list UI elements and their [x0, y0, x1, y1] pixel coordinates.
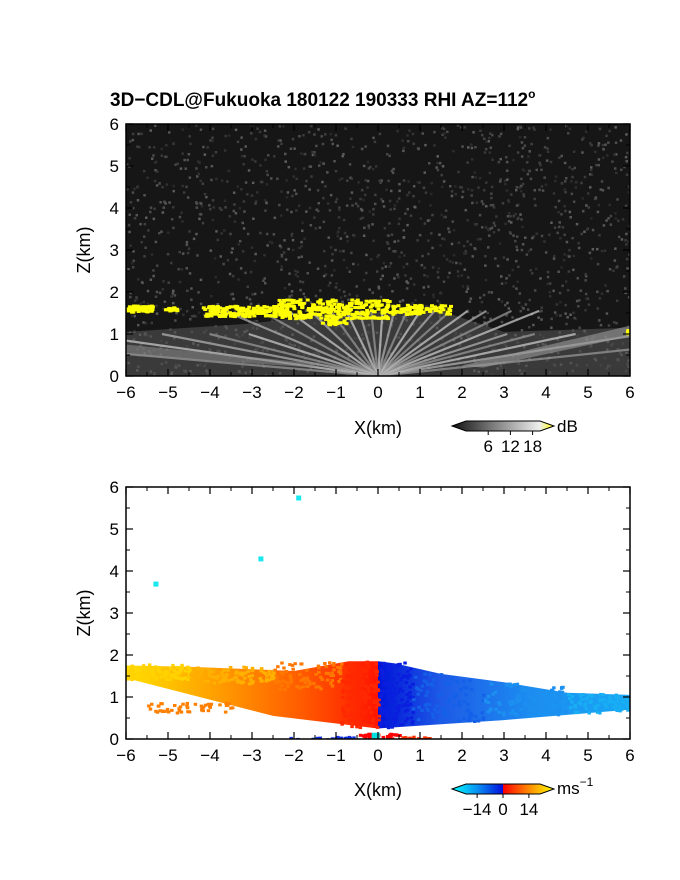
x-tick-label: −4 — [200, 746, 219, 765]
colorbar-tick-label: 0 — [498, 800, 507, 819]
x-tick-label: 6 — [625, 383, 634, 402]
x-tick-label: 1 — [415, 383, 424, 402]
x-tick-label: −3 — [242, 383, 261, 402]
y-tick-label: 5 — [110, 157, 119, 176]
x-tick-label: 0 — [373, 383, 382, 402]
intensity-beam-fan — [126, 309, 630, 376]
x-tick-label: 1 — [415, 746, 424, 765]
x-tick-label: 4 — [541, 383, 550, 402]
isolated-point — [296, 495, 302, 501]
velocity-y-axis-label: Z(km) — [74, 590, 94, 637]
velocity-x-axis-label: X(km) — [354, 780, 402, 800]
x-tick-label: 4 — [541, 746, 550, 765]
y-tick-label: 5 — [110, 520, 119, 539]
x-tick-label: −1 — [326, 746, 345, 765]
colorbar-tick-label: −14 — [463, 800, 492, 819]
isolated-point — [153, 581, 159, 587]
x-tick-label: 3 — [499, 383, 508, 402]
intensity-colorbar-bar — [450, 420, 556, 432]
colorbar-tick-label: 14 — [519, 800, 538, 819]
y-tick-label: 1 — [110, 688, 119, 707]
y-tick-label: 0 — [110, 367, 119, 386]
velocity-colorbar-bar — [450, 783, 556, 795]
x-tick-label: −2 — [284, 383, 303, 402]
intensity-axis-ticks: −6 −5 −4 −3 −2 −1 0 1 2 3 4 5 6 0 1 2 3 4 5 6 — [110, 115, 635, 402]
y-tick-label: 2 — [110, 283, 119, 302]
intensity-strong-returns — [126, 298, 630, 336]
y-tick-label: 0 — [110, 730, 119, 749]
x-tick-label: −5 — [158, 383, 177, 402]
velocity-panel: −6 −5 −4 −3 −2 −1 0 1 2 3 4 5 6 0 1 2 3 4 5 6 X(km) Z(km) −… — [74, 478, 635, 819]
colorbar-tick-label: 6 — [483, 437, 492, 456]
x-tick-label: 5 — [583, 746, 592, 765]
intensity-x-axis-label: X(km) — [354, 418, 402, 438]
x-tick-label: −6 — [116, 383, 135, 402]
y-tick-label: 4 — [110, 199, 119, 218]
chart-title: 3D−CDL@Fukuoka 180122 190333 RHI AZ=112o — [110, 87, 535, 111]
y-tick-label: 4 — [110, 562, 119, 581]
isolated-point — [258, 556, 264, 562]
intensity-y-axis-label: Z(km) — [74, 227, 94, 274]
x-tick-label: −3 — [242, 746, 261, 765]
x-tick-label: −6 — [116, 746, 135, 765]
velocity-axis-ticks: −6 −5 −4 −3 −2 −1 0 1 2 3 4 5 6 0 1 2 3 4 5 6 — [110, 478, 635, 765]
colorbar-tick-label: 18 — [523, 437, 542, 456]
y-tick-label: 2 — [110, 646, 119, 665]
velocity-colorbar-unit: ms−1 — [557, 775, 594, 798]
x-tick-label: −4 — [200, 383, 219, 402]
x-tick-label: −1 — [326, 383, 345, 402]
y-tick-label: 1 — [110, 325, 119, 344]
x-tick-label: 5 — [583, 383, 592, 402]
intensity-colorbar-unit: dB — [557, 417, 578, 436]
velocity-field — [126, 660, 630, 739]
x-tick-label: 2 — [457, 746, 466, 765]
intensity-colorbar: 6 12 18 dB — [450, 417, 578, 456]
x-tick-label: −2 — [284, 746, 303, 765]
y-tick-label: 3 — [110, 241, 119, 260]
velocity-isolated-points — [153, 495, 302, 587]
y-tick-label: 6 — [110, 115, 119, 134]
y-tick-label: 3 — [110, 604, 119, 623]
x-tick-label: −5 — [158, 746, 177, 765]
colorbar-tick-label: 12 — [501, 437, 520, 456]
x-tick-label: 6 — [625, 746, 634, 765]
x-tick-label: 3 — [499, 746, 508, 765]
x-tick-label: 2 — [457, 383, 466, 402]
x-tick-label: 0 — [373, 746, 382, 765]
velocity-colorbar: −14 0 14 ms−1 — [450, 775, 594, 819]
y-tick-label: 6 — [110, 478, 119, 497]
